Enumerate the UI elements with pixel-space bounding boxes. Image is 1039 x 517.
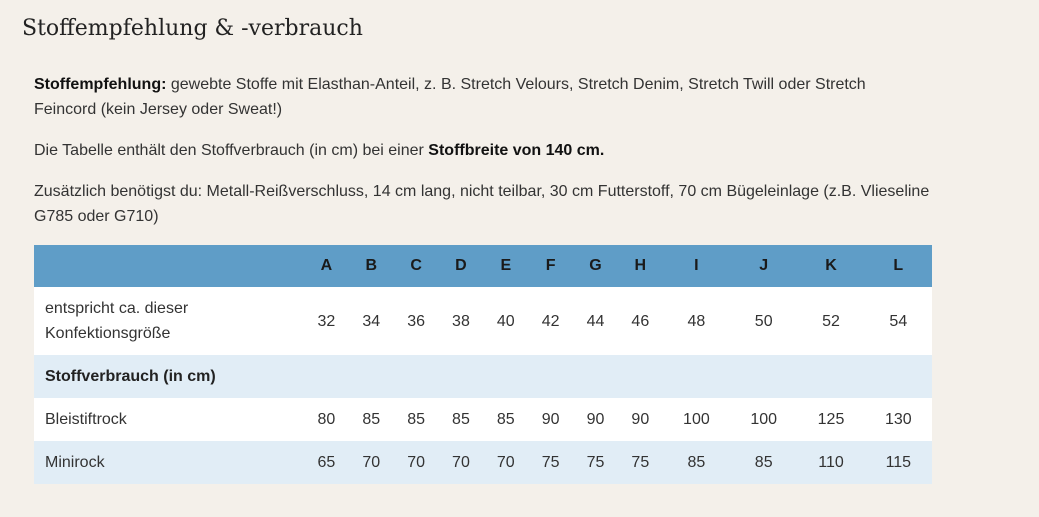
fabric-table: A B C D E F G H I J K L entspricht ca. d…	[34, 245, 932, 484]
fabric-recommendation-label: Stoffempfehlung:	[34, 76, 167, 93]
header-empty-cell	[34, 245, 304, 287]
fabric-width: Stoffbreite von 140 cm.	[428, 142, 605, 159]
header-cell: H	[617, 245, 663, 287]
header-cell: C	[393, 245, 439, 287]
header-cell: G	[573, 245, 618, 287]
row-label: Bleistiftrock	[34, 398, 304, 441]
additional-materials: Zusätzlich benötigst du: Metall-Reißvers…	[34, 183, 930, 225]
table-cell: 100	[662, 398, 731, 441]
section-label: Stoffverbrauch (in cm)	[34, 355, 932, 398]
header-cell: B	[348, 245, 394, 287]
table-cell: 90	[573, 398, 618, 441]
size-row-label: entspricht ca. dieser Konfektionsgröße	[34, 287, 304, 355]
section-row: Stoffverbrauch (in cm)	[34, 355, 932, 398]
header-cell: K	[797, 245, 865, 287]
fabric-recommendation-text: gewebte Stoffe mit Elasthan-Anteil, z. B…	[34, 76, 866, 118]
size-cell: 34	[348, 287, 394, 355]
size-cell: 46	[617, 287, 663, 355]
table-cell: 90	[617, 398, 663, 441]
table-cell: 70	[438, 441, 484, 484]
table-description-text: Die Tabelle enthält den Stoffverbrauch (…	[34, 142, 429, 159]
page-title: Stoffempfehlung & -verbrauch	[22, 16, 363, 41]
table-cell: 75	[528, 441, 574, 484]
table-cell: 90	[528, 398, 574, 441]
size-cell: 36	[393, 287, 439, 355]
header-cell: F	[528, 245, 574, 287]
size-cell: 50	[730, 287, 798, 355]
content: Stoffempfehlung: gewebte Stoffe mit Elas…	[34, 72, 932, 484]
table-cell: 70	[483, 441, 529, 484]
table-cell: 70	[348, 441, 394, 484]
table-cell: 80	[304, 398, 349, 441]
table-cell: 125	[797, 398, 865, 441]
fabric-recommendation: Stoffempfehlung: gewebte Stoffe mit Elas…	[34, 72, 932, 122]
table-cell: 70	[393, 441, 439, 484]
size-row: entspricht ca. dieser Konfektionsgröße 3…	[34, 287, 932, 355]
size-cell: 38	[438, 287, 484, 355]
table-cell: 85	[393, 398, 439, 441]
table-cell: 85	[730, 441, 798, 484]
header-cell: D	[438, 245, 484, 287]
table-cell: 110	[797, 441, 865, 484]
size-cell: 40	[483, 287, 529, 355]
table-row: Bleistiftrock 80 85 85 85 85 90 90 90 10…	[34, 398, 932, 441]
table-row: Minirock 65 70 70 70 70 75 75 75 85 85 1…	[34, 441, 932, 484]
table-description: Die Tabelle enthält den Stoffverbrauch (…	[34, 138, 932, 163]
table-cell: 75	[573, 441, 618, 484]
size-cell: 52	[797, 287, 865, 355]
header-cell: L	[864, 245, 932, 287]
size-cell: 48	[662, 287, 731, 355]
size-cell: 44	[573, 287, 618, 355]
table-cell: 85	[348, 398, 394, 441]
table-cell: 75	[617, 441, 663, 484]
row-label: Minirock	[34, 441, 304, 484]
table-cell: 115	[864, 441, 932, 484]
table-cell: 100	[730, 398, 798, 441]
size-cell: 42	[528, 287, 574, 355]
size-cell: 54	[864, 287, 932, 355]
header-cell: I	[662, 245, 731, 287]
table-cell: 85	[438, 398, 484, 441]
table-header-row: A B C D E F G H I J K L	[34, 245, 932, 287]
table-cell: 65	[304, 441, 349, 484]
table-cell: 85	[662, 441, 731, 484]
table-cell: 85	[483, 398, 529, 441]
table-cell: 130	[864, 398, 932, 441]
header-cell: E	[483, 245, 529, 287]
header-cell: A	[304, 245, 349, 287]
size-cell: 32	[304, 287, 349, 355]
header-cell: J	[730, 245, 798, 287]
